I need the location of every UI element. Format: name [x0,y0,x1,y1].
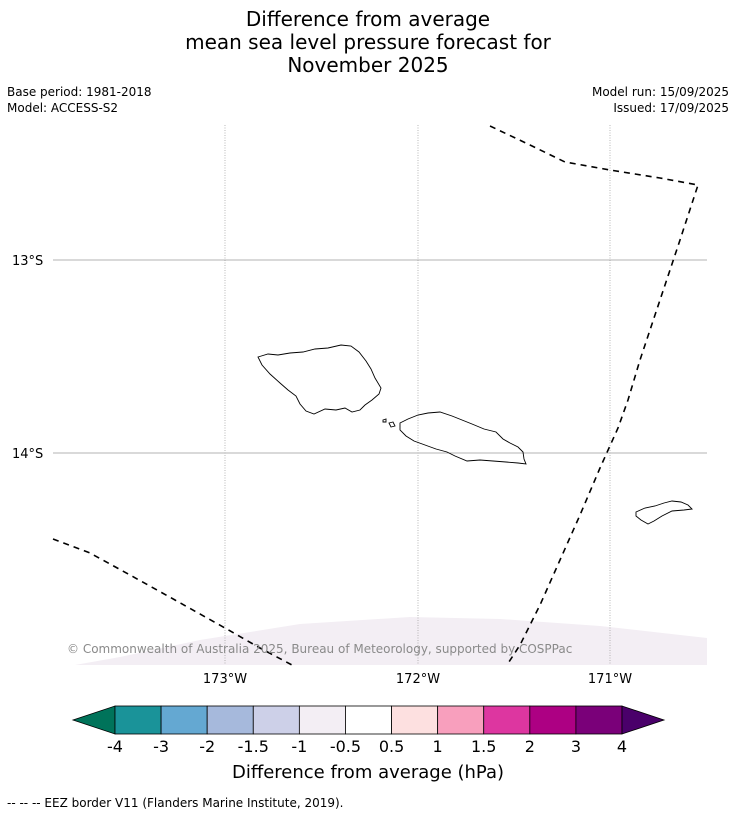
title-line-2: mean sea level pressure forecast for [185,30,551,54]
base-period: Base period: 1981-2018 [7,85,152,99]
colorbar-segment [345,705,392,735]
colorbar-tick-label: -1.5 [238,737,269,756]
land-outlines [257,344,693,525]
colorbar-segment [529,705,577,735]
gridlines [53,125,707,665]
colorbar-arrow-high [621,705,666,735]
colorbar-segment [298,705,346,735]
lat-label-14s: 14°S [12,447,43,462]
colorbar-tick-label: 1 [433,737,443,756]
model-run: Model run: 15/09/2025 [591,85,729,99]
island-upolu [399,411,527,465]
issued-date: Issued: 17/09/2025 [613,101,729,115]
eez-borders [52,125,700,666]
lat-label-13s: 13°S [12,254,43,269]
colorbar-tick-label: 4 [617,737,627,756]
colorbar-segment [391,705,439,735]
colorbar-segment [575,705,623,735]
colorbar-segment [160,705,208,735]
colorbar-arrow-low [71,705,116,735]
colorbar-tick-label: -2 [199,737,215,756]
island-savaii [257,344,382,415]
map-title: Difference from average mean sea level p… [0,8,736,77]
eez-border-north-east [489,125,700,666]
colorbar-segment [437,705,485,735]
copyright-notice: © Commonwealth of Australia 2025, Bureau… [67,642,572,656]
colorbar-segment [206,705,254,735]
lon-label-171w: 171°W [588,672,632,687]
island-apolima [382,418,387,423]
colorbar-tick-label: 0.5 [379,737,404,756]
meta-right: Model run: 15/09/2025 Issued: 17/09/2025 [592,84,729,116]
eez-border-south-west [52,538,293,666]
colorbar-segment [483,705,531,735]
colorbar-title: Difference from average (hPa) [232,762,504,783]
island-manono [388,421,396,428]
colorbar-segment [114,705,162,735]
colorbar-tick-label: -4 [107,737,123,756]
colorbar-tick-label: 1.5 [471,737,496,756]
title-line-1: Difference from average [245,7,491,31]
title-line-3: November 2025 [287,53,449,77]
pressure-anomaly-region [75,617,707,665]
meta-left: Base period: 1981-2018 Model: ACCESS-S2 [7,84,152,116]
colorbar-tick-label: -3 [153,737,169,756]
colorbar [71,705,666,735]
eez-footnote: -- -- -- EEZ border V11 (Flanders Marine… [7,796,344,810]
colorbar-tick-label: -0.5 [330,737,361,756]
lon-label-173w: 173°W [203,672,247,687]
colorbar-segment [252,705,300,735]
colorbar-tick-label: 3 [571,737,581,756]
colorbar-tick-label: -1 [291,737,307,756]
model-name: Model: ACCESS-S2 [7,101,119,115]
lon-label-172w: 172°W [396,672,440,687]
colorbar-ticks: -4 -3 -2 -1.5 -1 -0.5 0.5 1 1.5 2 3 4 [107,737,627,756]
colorbar-tick-label: 2 [525,737,535,756]
island-tutuila [635,500,693,525]
